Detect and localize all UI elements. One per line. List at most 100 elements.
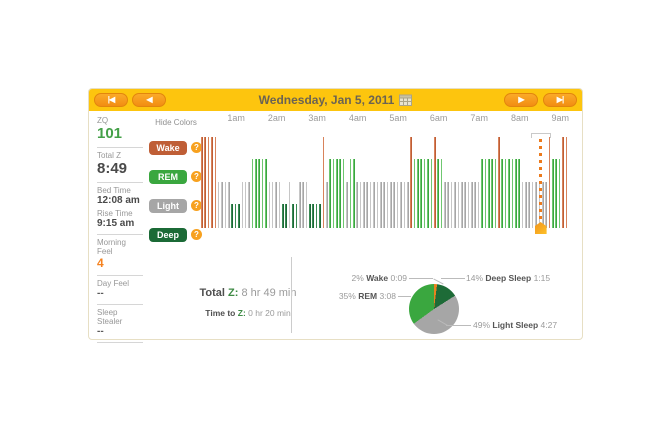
time-to-z-label: Time to bbox=[205, 308, 236, 318]
epoch-bar-rem bbox=[481, 159, 483, 228]
epoch-bar-light bbox=[396, 182, 399, 228]
epoch-bar-rem bbox=[437, 159, 439, 228]
axis-label-7am: 7am bbox=[470, 113, 488, 123]
epoch-bar-light bbox=[474, 182, 477, 228]
pie-label-light: 49% Light Sleep 4:27 bbox=[473, 320, 557, 330]
epoch-bar-light bbox=[379, 182, 382, 228]
legend-toggle-wake[interactable]: Wake bbox=[149, 141, 187, 155]
wake-help-icon[interactable]: ? bbox=[191, 142, 202, 153]
epoch-bar-light bbox=[244, 182, 247, 228]
epoch-bar-wake bbox=[410, 137, 412, 228]
epoch-bar-deep bbox=[282, 204, 284, 228]
epoch-bar-rem bbox=[552, 159, 554, 228]
pie-label-deep: 14% Deep Sleep 1:15 bbox=[466, 273, 550, 283]
epoch-bar-light bbox=[346, 182, 348, 228]
epoch-bar-rem bbox=[558, 159, 561, 228]
epoch-bar-wake bbox=[207, 137, 210, 228]
pie-name-deep: Deep Sleep bbox=[485, 273, 532, 283]
morning-feel-value: 4 bbox=[97, 256, 104, 270]
epoch-bar-light bbox=[369, 182, 372, 228]
epoch-bar-rem bbox=[504, 159, 507, 228]
epoch-bar-light bbox=[390, 182, 392, 228]
pie-label-rem: 35% REM 3:08 bbox=[308, 291, 396, 301]
epoch-bar-wake bbox=[322, 137, 325, 228]
epoch-bar-light bbox=[221, 182, 223, 228]
epoch-bar-deep bbox=[315, 204, 318, 228]
epoch-bar-light bbox=[302, 182, 304, 228]
pie-leader-wake bbox=[409, 278, 433, 279]
epoch-bar-rem bbox=[336, 159, 338, 228]
axis-label-1am: 1am bbox=[227, 113, 245, 123]
epoch-bar-deep bbox=[312, 204, 314, 228]
zeo-sleep-window: |◀ ◀ Wednesday, Jan 5, 2011 ▶ ▶| ZQ 101 To… bbox=[88, 88, 583, 343]
epoch-bar-light bbox=[217, 182, 220, 228]
epoch-bar-wake bbox=[201, 137, 203, 228]
day-feel-label: Day Feel bbox=[97, 279, 130, 288]
epoch-bar-rem bbox=[491, 159, 493, 228]
hypnogram-bars bbox=[201, 118, 569, 233]
epoch-bar-light bbox=[535, 182, 537, 228]
epoch-bar-deep bbox=[309, 204, 311, 228]
zq-label: ZQ bbox=[97, 116, 109, 125]
pie-pct-deep: 14% bbox=[466, 273, 486, 283]
rise-time-label: Rise Time bbox=[97, 209, 133, 218]
epoch-bar-light bbox=[271, 182, 274, 228]
bed-time-label: Bed Time bbox=[97, 186, 131, 195]
selection-bracket-icon bbox=[530, 133, 551, 138]
calendar-icon[interactable] bbox=[399, 94, 413, 106]
epoch-bar-deep bbox=[234, 204, 237, 228]
date-nav-bar: |◀ ◀ Wednesday, Jan 5, 2011 ▶ ▶| bbox=[89, 89, 582, 111]
pie-leader-light bbox=[446, 325, 471, 326]
epoch-bar-light bbox=[363, 182, 365, 228]
epoch-bar-wake bbox=[211, 137, 213, 228]
time-to-z-value: 0 hr 20 min bbox=[248, 308, 291, 318]
epoch-bar-rem bbox=[501, 159, 504, 228]
epoch-bar-rem bbox=[518, 159, 520, 228]
sidebar-divider bbox=[97, 147, 143, 148]
epoch-bar-rem bbox=[342, 159, 345, 228]
morning-feel-label: Morning Feel bbox=[97, 238, 126, 256]
selection-marker-handle[interactable] bbox=[534, 222, 547, 234]
epoch-bar-rem bbox=[265, 159, 267, 228]
deep-help-icon[interactable]: ? bbox=[191, 229, 202, 240]
epoch-bar-deep bbox=[238, 204, 240, 228]
prev-day-button[interactable]: ◀ bbox=[132, 93, 166, 107]
epoch-bar-rem bbox=[349, 159, 352, 228]
axis-label-6am: 6am bbox=[429, 113, 448, 123]
pie-name-wake: Wake bbox=[366, 273, 389, 283]
legend-toggle-deep[interactable]: Deep bbox=[149, 228, 187, 242]
epoch-bar-rem bbox=[508, 159, 510, 228]
epoch-bar-rem bbox=[339, 159, 342, 228]
epoch-bar-light bbox=[454, 182, 456, 228]
selection-marker-line bbox=[538, 139, 542, 224]
bed-time-value: 12:08 am bbox=[97, 195, 140, 206]
epoch-bar-rem bbox=[413, 159, 416, 228]
epoch-bar-light bbox=[460, 182, 463, 228]
epoch-bar-wake bbox=[498, 137, 500, 228]
epoch-bar-wake bbox=[214, 137, 217, 228]
epoch-bar-light bbox=[305, 182, 308, 228]
epoch-bar-rem bbox=[420, 159, 423, 228]
sleep-stealer-value: -- bbox=[97, 326, 104, 337]
rem-help-icon[interactable]: ? bbox=[191, 171, 202, 182]
legend-toggle-rem[interactable]: REM bbox=[149, 170, 187, 184]
sleep-stage-pie-chart bbox=[409, 284, 459, 334]
epoch-bar-light bbox=[241, 182, 244, 228]
next-day-button[interactable]: ▶ bbox=[504, 93, 538, 107]
total-z-label: Total Z bbox=[97, 151, 122, 160]
first-day-button[interactable]: |◀ bbox=[94, 93, 128, 107]
light-help-icon[interactable]: ? bbox=[191, 200, 202, 211]
time-to-z-summary: Time to Z: 0 hr 20 min bbox=[189, 308, 307, 318]
rise-time-value: 9:15 am bbox=[97, 218, 135, 229]
pie-leader-rem bbox=[398, 296, 411, 297]
axis-label-2am: 2am bbox=[267, 113, 286, 123]
epoch-bar-rem bbox=[251, 159, 254, 228]
stats-sidebar: ZQ 101 Total Z 8:49 Bed Time 12:08 am Rise Tim… bbox=[97, 113, 143, 345]
pie-pct-rem: 35% bbox=[338, 291, 359, 301]
pie-leader-deep bbox=[441, 278, 465, 279]
epoch-bar-wake bbox=[204, 137, 206, 228]
epoch-bar-light bbox=[386, 182, 389, 228]
legend-toggle-light[interactable]: Light bbox=[149, 199, 187, 213]
epoch-bar-wake bbox=[548, 137, 551, 228]
last-day-button[interactable]: ▶| bbox=[543, 93, 577, 107]
